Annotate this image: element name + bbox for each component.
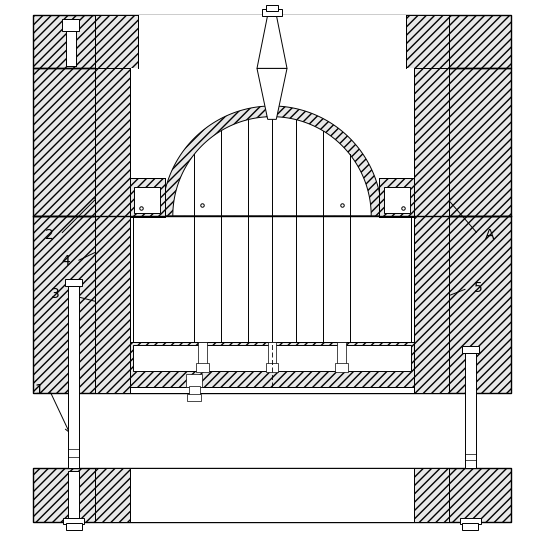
Bar xyxy=(406,15,449,68)
Polygon shape xyxy=(257,15,287,68)
Bar xyxy=(95,216,130,393)
Bar xyxy=(414,68,449,216)
Bar xyxy=(265,363,279,372)
Bar xyxy=(265,5,279,10)
Bar xyxy=(133,344,411,371)
Polygon shape xyxy=(257,68,287,119)
Bar xyxy=(379,178,414,217)
Bar xyxy=(187,395,201,401)
Text: 2: 2 xyxy=(45,227,54,241)
Bar xyxy=(95,15,138,68)
Bar xyxy=(130,468,414,522)
Text: 3: 3 xyxy=(51,287,59,301)
Bar xyxy=(95,468,130,522)
Bar xyxy=(130,342,414,388)
Bar xyxy=(130,178,165,217)
Bar xyxy=(33,68,511,216)
Text: A: A xyxy=(484,227,494,241)
Bar xyxy=(95,216,449,393)
Bar xyxy=(95,15,449,68)
Bar xyxy=(462,346,479,353)
Bar xyxy=(33,15,511,68)
Bar xyxy=(67,286,79,468)
Bar xyxy=(268,342,276,371)
Bar xyxy=(33,468,511,522)
Bar xyxy=(33,468,511,522)
Bar xyxy=(33,216,511,393)
Polygon shape xyxy=(173,116,371,216)
Bar xyxy=(379,178,414,217)
Bar xyxy=(95,468,449,522)
Bar xyxy=(414,468,449,522)
Bar xyxy=(33,15,511,68)
Bar xyxy=(186,374,202,388)
Bar xyxy=(95,68,449,216)
Text: 4: 4 xyxy=(61,254,70,268)
Bar xyxy=(130,342,414,388)
Bar xyxy=(133,216,411,342)
Bar xyxy=(66,523,82,530)
Bar xyxy=(65,279,82,286)
Bar xyxy=(335,363,348,372)
Bar xyxy=(33,68,511,216)
Bar xyxy=(384,188,410,213)
Bar xyxy=(95,68,130,216)
Bar xyxy=(63,518,84,524)
Bar xyxy=(462,523,478,530)
Bar xyxy=(67,471,79,519)
Bar xyxy=(337,342,346,371)
Bar xyxy=(63,19,79,31)
Bar xyxy=(460,518,481,524)
Bar xyxy=(189,386,200,396)
Bar xyxy=(414,216,449,393)
Text: 5: 5 xyxy=(474,281,483,295)
Bar xyxy=(262,9,282,16)
Bar xyxy=(130,178,165,217)
Bar xyxy=(66,27,76,66)
Bar xyxy=(198,342,207,371)
Bar xyxy=(33,216,511,393)
Bar xyxy=(134,188,160,213)
Text: 1: 1 xyxy=(34,383,43,397)
Polygon shape xyxy=(162,106,382,216)
Bar xyxy=(465,353,477,468)
Bar xyxy=(196,363,209,372)
